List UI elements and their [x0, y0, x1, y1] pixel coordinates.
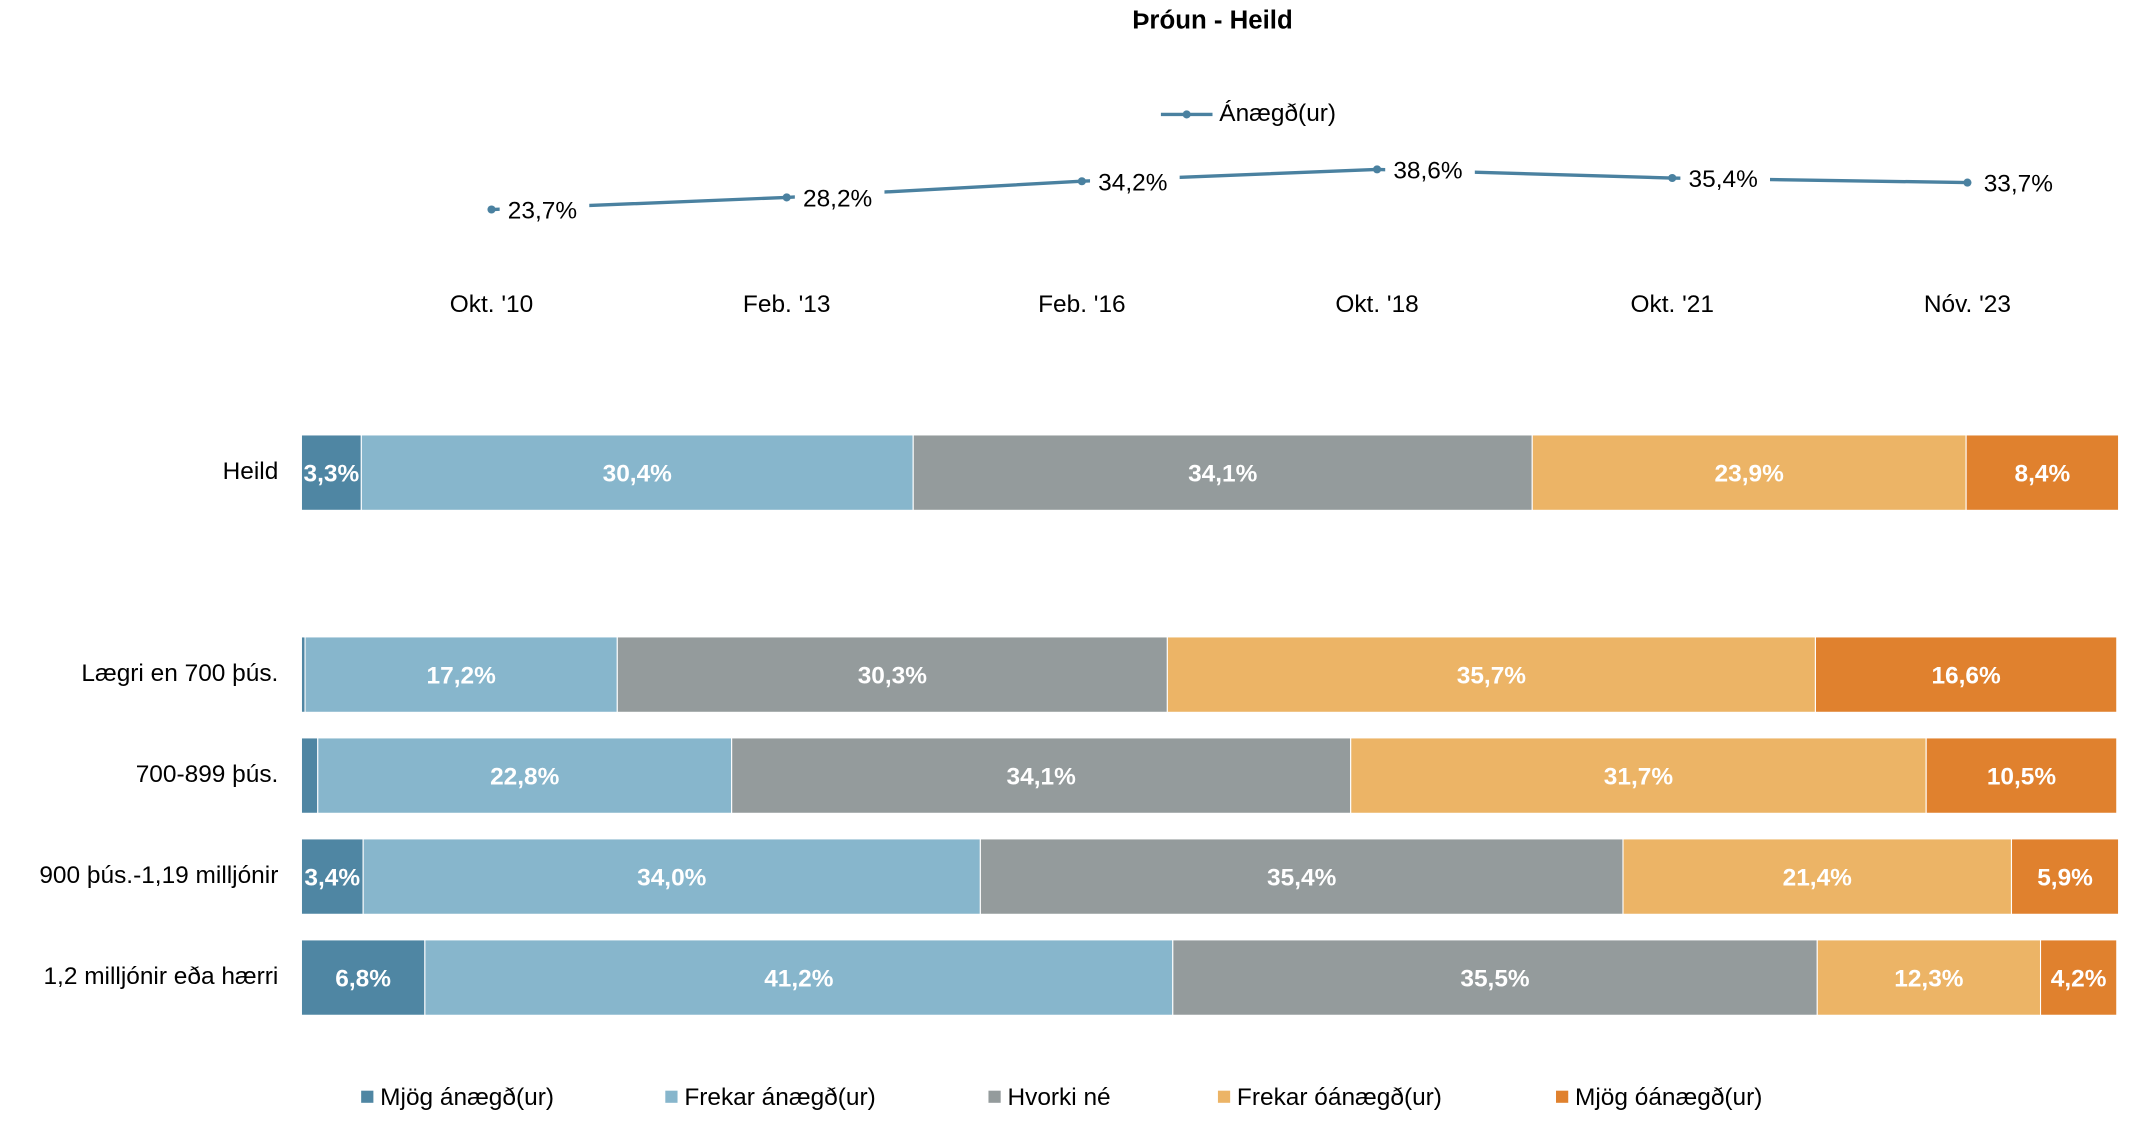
data-label: 16,6% — [1931, 663, 2000, 690]
data-label: 38,6% — [1393, 158, 1462, 185]
bar-segment — [300, 636, 306, 713]
y-tick-label: Lægri en 700 þús. — [81, 660, 278, 687]
legend-label: Frekar ánægð(ur) — [684, 1084, 875, 1111]
data-label: 3,3% — [304, 461, 360, 488]
x-tick-label: Okt. '21 — [1631, 291, 1714, 318]
label-bg — [499, 194, 590, 225]
data-label: 28,2% — [803, 186, 872, 213]
bar-segment — [912, 434, 1533, 511]
data-label: 23,9% — [1715, 461, 1784, 488]
bar-segment — [300, 838, 364, 915]
chart-title: Þróun - Heild — [1132, 6, 1293, 34]
data-label: 41,2% — [764, 966, 833, 993]
data-label: 31,7% — [1604, 764, 1673, 791]
legend-marker — [1182, 110, 1191, 119]
data-label: 6,8% — [335, 966, 391, 993]
bar-segment — [360, 434, 914, 511]
data-label: 33,7% — [1984, 171, 2053, 198]
data-label: 23,7% — [508, 198, 577, 225]
data-label: 21,4% — [1783, 865, 1852, 892]
bar-segment — [1166, 636, 1816, 713]
data-label: 34,1% — [1007, 764, 1076, 791]
data-label: 4,2% — [2051, 966, 2107, 993]
point — [1372, 165, 1382, 174]
legend-swatch — [1556, 1090, 1569, 1103]
x-tick-label: Feb. '16 — [1038, 291, 1126, 318]
y-tick-label: 900 þús.-1,19 milljónir — [39, 862, 278, 889]
bar-segment — [1814, 636, 2118, 713]
y-tick-label: 700-899 þús. — [136, 761, 279, 788]
data-label: 30,3% — [858, 663, 927, 690]
bar-segment — [317, 737, 733, 814]
label-bg — [1975, 167, 2066, 198]
legend-label: Frekar óánægð(ur) — [1237, 1084, 1442, 1111]
bar-segment — [1531, 434, 1967, 511]
data-label: 12,3% — [1894, 966, 1963, 993]
point — [1077, 177, 1086, 186]
bar-segment — [300, 939, 426, 1016]
label-bg — [1680, 163, 1771, 193]
label-bg — [1385, 154, 1475, 185]
bar-segment — [1622, 838, 2013, 915]
label-bg — [1090, 166, 1180, 197]
point — [782, 193, 791, 202]
data-label: 35,4% — [1267, 865, 1336, 892]
data-label: 34,0% — [637, 865, 706, 892]
bar-segment — [304, 636, 618, 713]
point — [487, 205, 496, 214]
legend-label: Hvorki né — [1007, 1084, 1110, 1111]
data-label: 34,2% — [1098, 169, 1167, 196]
x-tick-label: Okt. '18 — [1335, 291, 1418, 318]
y-tick-label: Heild — [223, 458, 279, 485]
legend-swatch — [988, 1090, 1001, 1103]
legend-label: Mjög ánægð(ur) — [380, 1084, 554, 1111]
bar-segment — [1925, 737, 2118, 814]
bar-segment — [424, 939, 1174, 1016]
legend-swatch — [1217, 1090, 1231, 1103]
bar-segment — [731, 737, 1352, 814]
data-label: 35,4% — [1689, 166, 1758, 193]
bar-segment — [1816, 939, 2042, 1016]
x-tick-label: Nóv. '23 — [1924, 291, 2011, 318]
data-label: 35,5% — [1460, 966, 1529, 993]
x-tick-label: Feb. '13 — [743, 291, 831, 318]
legend-label: Ánægð(ur) — [1219, 100, 1336, 127]
data-label: 30,4% — [603, 461, 672, 488]
point — [1668, 173, 1677, 183]
bar-segment — [616, 636, 1168, 713]
legend-swatch — [361, 1090, 374, 1103]
data-label: 10,5% — [1987, 764, 2056, 791]
y-tick-label: 1,2 milljónir eða hærri — [43, 963, 278, 990]
data-label: 35,7% — [1457, 663, 1526, 690]
bar-segment — [362, 838, 981, 915]
data-label: 17,2% — [427, 663, 496, 690]
bar-segment — [300, 434, 362, 511]
legend-label: Mjög óánægð(ur) — [1575, 1084, 1762, 1111]
data-label: 3,4% — [304, 865, 360, 892]
bar-segment — [2039, 939, 2118, 1016]
bar-segment — [1965, 434, 2120, 511]
bar-segment — [979, 838, 1624, 915]
label-bg — [794, 182, 885, 213]
bar-segment — [1350, 737, 1927, 814]
bar-segment — [1172, 939, 1818, 1016]
bar-segment — [2010, 838, 2120, 915]
legend-swatch — [665, 1090, 678, 1103]
bar-segment — [300, 737, 319, 814]
data-label: 5,9% — [2037, 865, 2093, 892]
data-label: 8,4% — [2015, 461, 2071, 488]
data-label: 22,8% — [490, 764, 559, 791]
x-tick-label: Okt. '10 — [450, 291, 533, 318]
point — [1963, 178, 1972, 187]
data-label: 34,1% — [1188, 461, 1257, 488]
